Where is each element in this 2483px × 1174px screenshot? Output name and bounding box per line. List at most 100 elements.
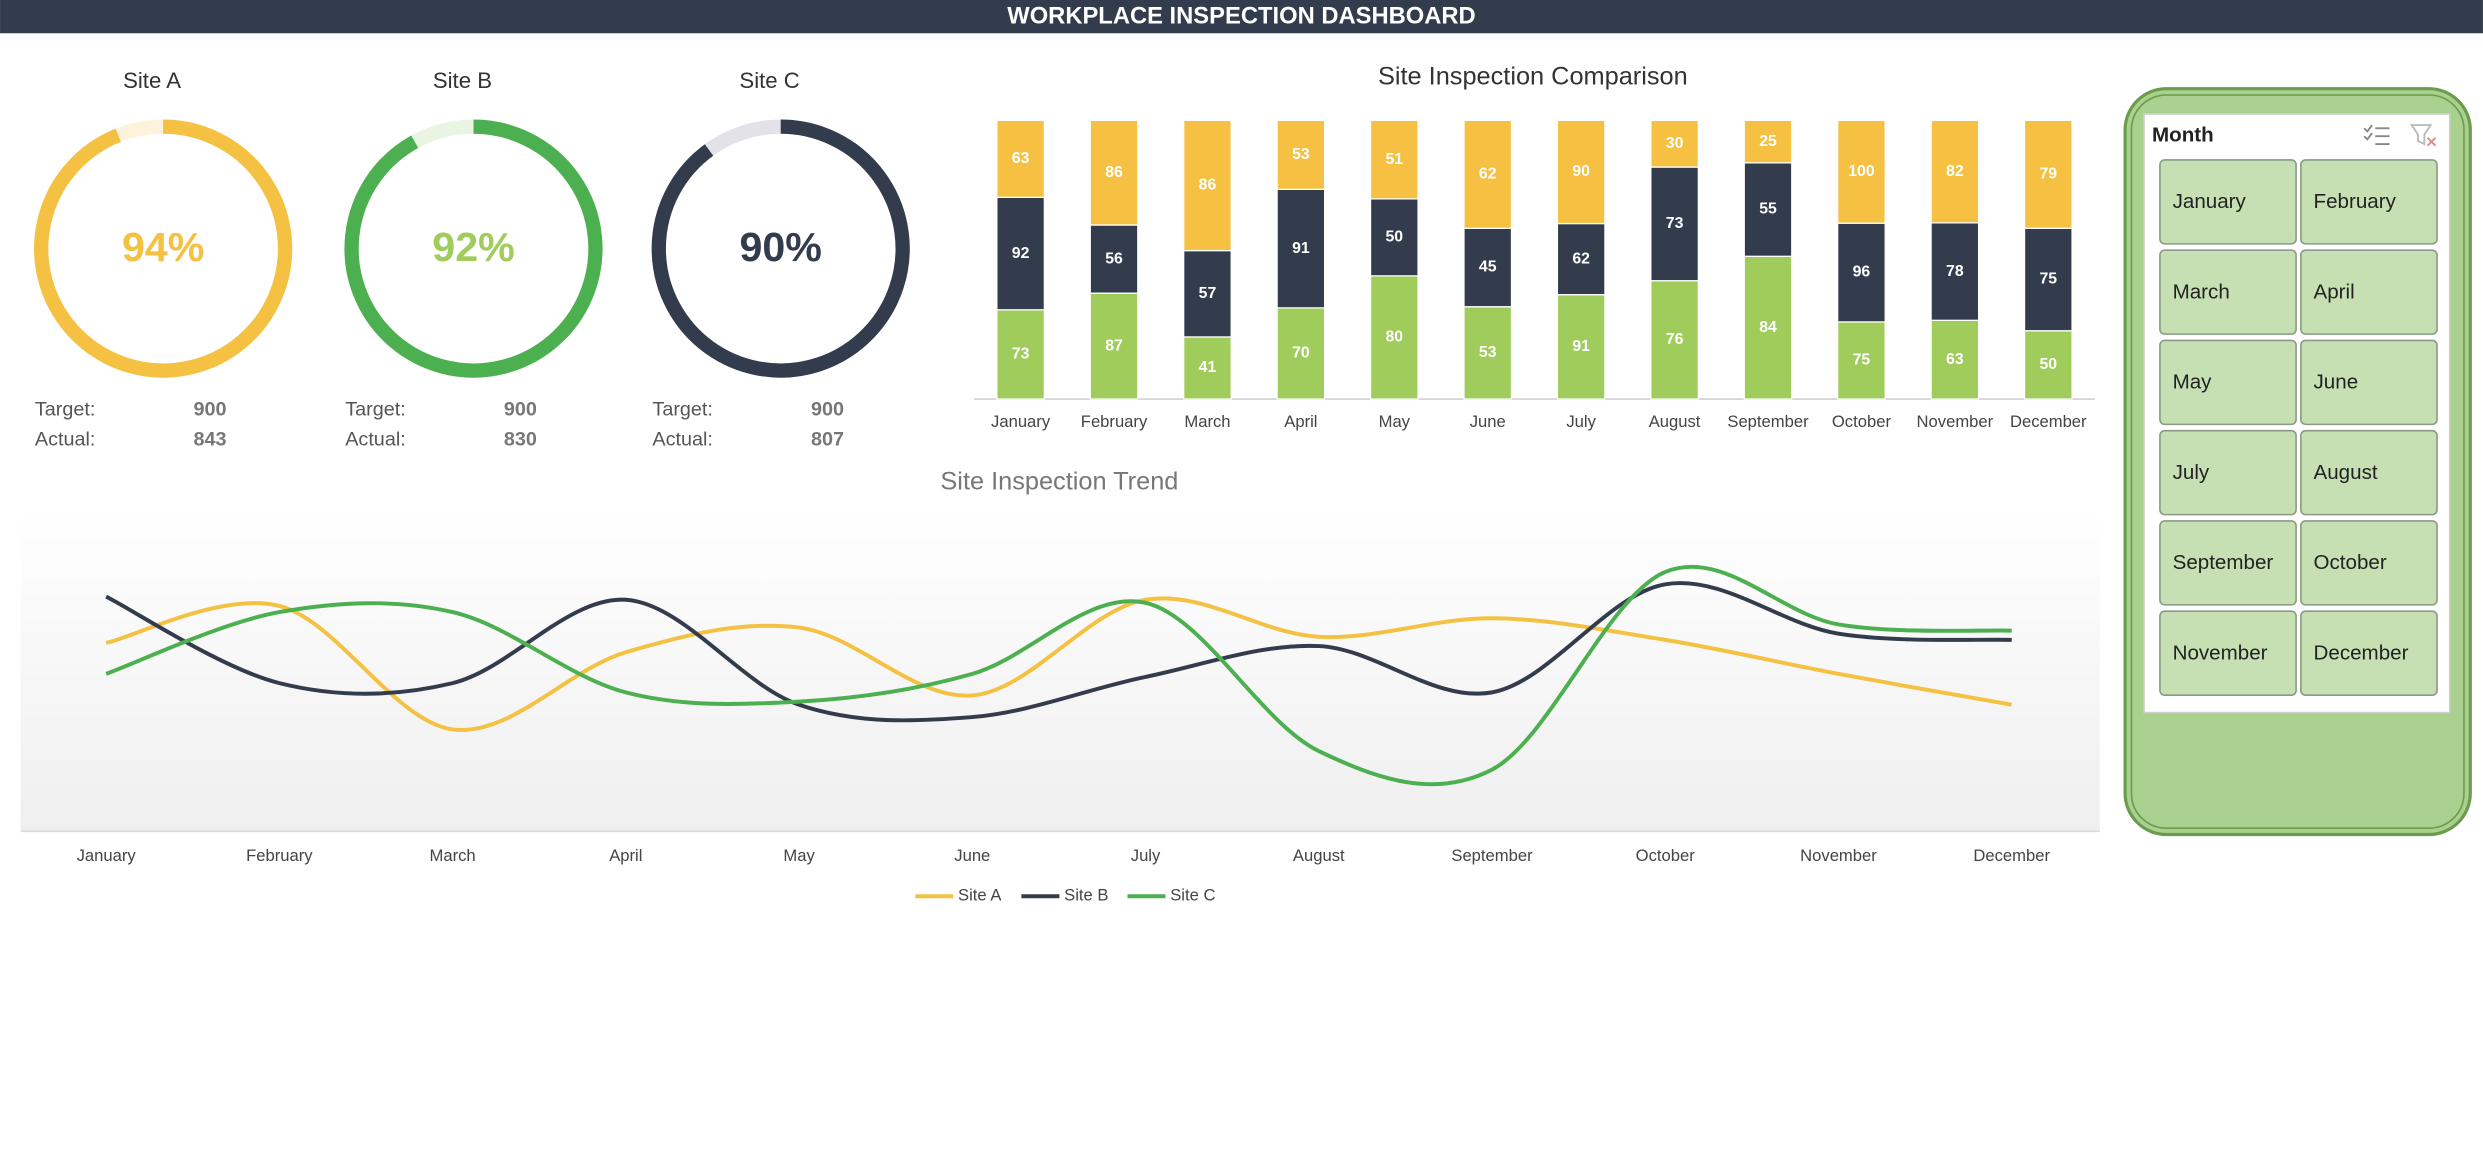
header-bar bbox=[0, 0, 2483, 34]
bar-value-label: 73 bbox=[1012, 346, 1030, 363]
bar-segment bbox=[996, 196, 1045, 311]
donut-label: 92% bbox=[432, 224, 514, 270]
x-tick-label: October bbox=[1832, 412, 1892, 431]
bar-segment bbox=[996, 119, 1045, 198]
slicer-frame-inner bbox=[2130, 94, 2465, 829]
bar-segment bbox=[1556, 119, 1606, 225]
slicer-button-label[interactable]: June bbox=[2314, 371, 2359, 394]
bar-segment bbox=[1276, 188, 1326, 309]
donut-title: Site C bbox=[739, 68, 799, 93]
bar-value-label: 50 bbox=[1386, 229, 1404, 246]
bar-value-label: 91 bbox=[1572, 338, 1590, 355]
slicer-button[interactable] bbox=[2300, 159, 2438, 245]
x-tick-label: December bbox=[2010, 412, 2087, 431]
slicer-button[interactable] bbox=[2159, 159, 2297, 245]
bar-value-label: 25 bbox=[1759, 133, 1777, 150]
stat-value: 900 bbox=[193, 398, 226, 420]
bar-segment bbox=[1463, 119, 1513, 229]
stat-value: 830 bbox=[504, 428, 537, 450]
bar-segment bbox=[1837, 222, 1886, 323]
bar-segment bbox=[1930, 119, 1980, 224]
bar-value-label: 63 bbox=[1012, 150, 1030, 167]
slicer-button[interactable] bbox=[2159, 610, 2297, 696]
slicer-button[interactable] bbox=[2159, 249, 2297, 335]
donut-label: 90% bbox=[740, 224, 822, 270]
bar-value-label: 57 bbox=[1199, 285, 1217, 302]
trend-line bbox=[105, 564, 2012, 787]
bar-value-label: 78 bbox=[1946, 263, 1964, 280]
stat-label: Actual: bbox=[35, 428, 95, 450]
slicer-button-label[interactable]: October bbox=[2314, 551, 2387, 574]
slicer-button-label[interactable]: November bbox=[2173, 641, 2268, 664]
bar-value-label: 62 bbox=[1572, 250, 1590, 267]
donut-arc bbox=[344, 119, 603, 378]
bar-value-label: 56 bbox=[1105, 250, 1123, 267]
bar-value-label: 80 bbox=[1386, 329, 1404, 346]
bar-value-label: 51 bbox=[1386, 151, 1404, 168]
bar-value-label: 70 bbox=[1292, 345, 1310, 362]
x-tick-label: January bbox=[991, 412, 1051, 431]
x-tick-label: September bbox=[1451, 846, 1533, 865]
x-tick-label: July bbox=[1131, 846, 1161, 865]
slicer-button[interactable] bbox=[2159, 429, 2297, 516]
bar-segment bbox=[1930, 222, 1980, 321]
x-tick-label: November bbox=[1800, 846, 1877, 865]
bar-segment bbox=[1556, 222, 1606, 296]
slicer-button[interactable] bbox=[2300, 610, 2438, 696]
bar-segment bbox=[1089, 119, 1139, 226]
x-tick-label: May bbox=[1379, 412, 1411, 431]
stat-label: Actual: bbox=[345, 428, 405, 450]
slicer-button-label[interactable]: September bbox=[2173, 551, 2274, 574]
slicer-button-label[interactable]: May bbox=[2173, 371, 2213, 394]
bar-value-label: 84 bbox=[1759, 319, 1777, 336]
bar-segment bbox=[1276, 119, 1326, 191]
bar-segment bbox=[2023, 119, 2073, 229]
stat-value: 843 bbox=[193, 428, 226, 450]
x-tick-label: July bbox=[1566, 412, 1596, 431]
stat-value: 807 bbox=[811, 428, 844, 450]
clear-filter-icon[interactable] bbox=[2409, 124, 2437, 147]
bar-value-label: 62 bbox=[1479, 166, 1497, 183]
x-tick-label: May bbox=[783, 846, 815, 865]
slicer-button-label[interactable]: August bbox=[2314, 461, 2378, 484]
bar-value-label: 82 bbox=[1946, 163, 1964, 180]
bar-segment bbox=[1837, 119, 1886, 224]
donut-title: Site B bbox=[433, 68, 492, 93]
slicer-button-label[interactable]: March bbox=[2173, 280, 2230, 303]
donut-title: Site A bbox=[123, 68, 181, 93]
x-tick-label: September bbox=[1727, 412, 1809, 431]
x-tick-label: March bbox=[430, 846, 476, 865]
bar-value-label: 53 bbox=[1479, 344, 1497, 361]
x-tick-label: June bbox=[954, 846, 990, 865]
slicer-button[interactable] bbox=[2300, 429, 2438, 516]
bar-segment bbox=[1276, 307, 1326, 400]
multi-select-icon[interactable] bbox=[2363, 124, 2390, 146]
x-tick-label: March bbox=[1184, 412, 1230, 431]
legend-label: Site B bbox=[1064, 886, 1108, 905]
slicer-button[interactable] bbox=[2300, 249, 2438, 335]
bar-value-label: 91 bbox=[1292, 240, 1310, 257]
slicer-button[interactable] bbox=[2300, 339, 2438, 426]
bar-segment bbox=[1369, 275, 1419, 400]
dashboard-title: WORKPLACE INSPECTION DASHBOARD bbox=[1007, 3, 1475, 30]
slicer-button-label[interactable]: July bbox=[2173, 461, 2210, 484]
stat-label: Target: bbox=[35, 398, 95, 420]
slicer-button-label[interactable]: December bbox=[2314, 641, 2409, 664]
x-tick-label: June bbox=[1470, 412, 1506, 431]
chart-title: Site Inspection Comparison bbox=[1378, 62, 1688, 90]
slicer-button[interactable] bbox=[2159, 520, 2297, 606]
slicer-button-label[interactable]: April bbox=[2314, 280, 2355, 303]
slicer-button[interactable] bbox=[2300, 520, 2438, 606]
slicer-button-label[interactable]: February bbox=[2314, 190, 2397, 213]
slicer-button[interactable] bbox=[2159, 339, 2297, 426]
bar-value-label: 90 bbox=[1572, 163, 1590, 180]
bar-segment bbox=[1369, 119, 1419, 200]
bar-value-label: 100 bbox=[1848, 163, 1875, 180]
bar-value-label: 79 bbox=[2039, 165, 2057, 182]
slicer-button-label[interactable]: January bbox=[2173, 190, 2247, 213]
bar-value-label: 76 bbox=[1666, 331, 1684, 348]
x-tick-label: April bbox=[1284, 412, 1317, 431]
x-tick-label: April bbox=[609, 846, 642, 865]
